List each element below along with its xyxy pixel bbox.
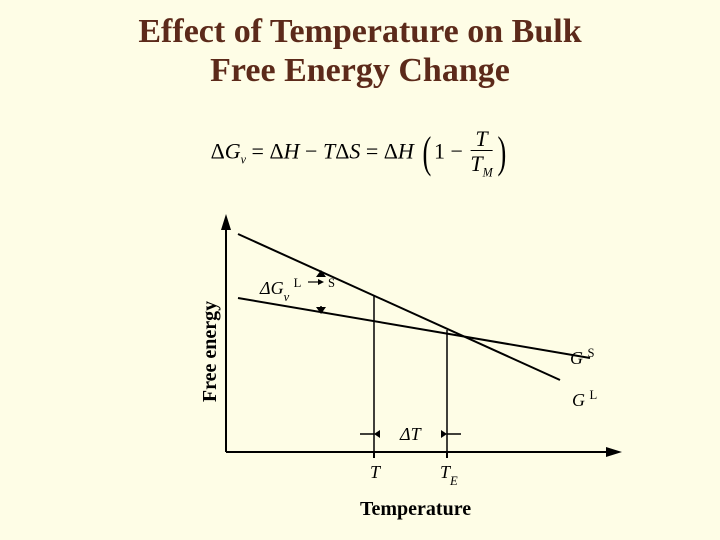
x-axis-label: Temperature bbox=[360, 498, 471, 521]
label-delta-Gv-to-S: S bbox=[328, 276, 335, 299]
label-delta-T: ΔT bbox=[400, 424, 421, 445]
slide: Effect of Temperature on Bulk Free Energ… bbox=[0, 0, 720, 540]
label-delta-Gv: ΔGv L bbox=[260, 276, 301, 303]
label-T: T bbox=[370, 462, 380, 483]
label-GL: G L bbox=[572, 388, 597, 411]
y-axis-label: Free energy bbox=[199, 301, 222, 402]
chart-svg bbox=[0, 0, 720, 540]
label-TE: TE bbox=[440, 462, 458, 487]
label-GS: G S bbox=[570, 346, 595, 369]
